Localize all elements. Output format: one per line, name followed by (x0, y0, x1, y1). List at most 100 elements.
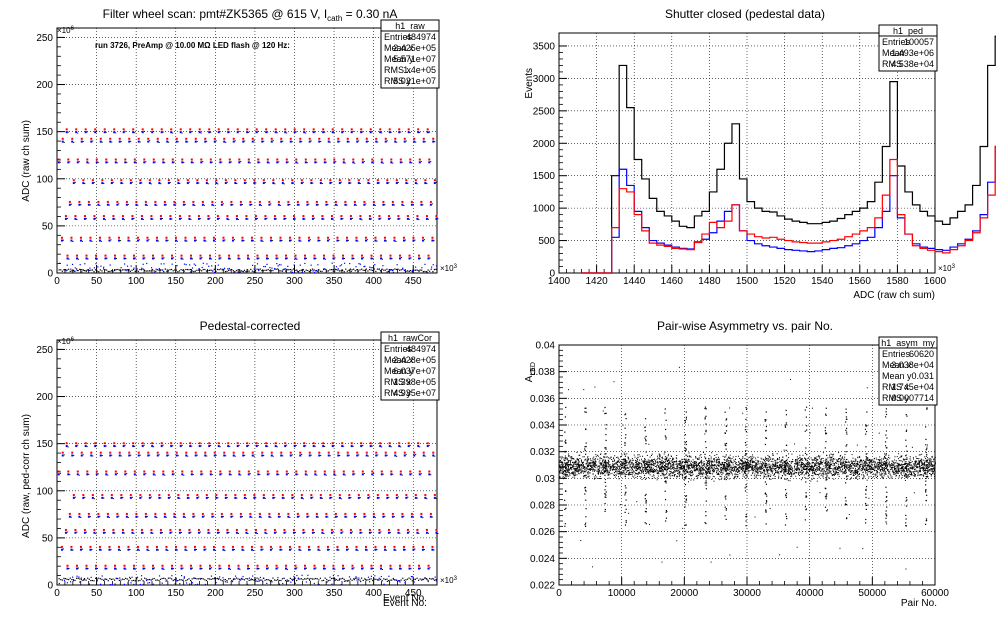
rawCor-point (92, 455, 94, 457)
rawCor-point (279, 545, 282, 548)
asym-point (884, 467, 886, 469)
raw-point (352, 161, 355, 164)
rawCor-point (281, 494, 284, 497)
raw-point (285, 161, 288, 164)
asym-point (898, 469, 900, 471)
rawCor-point (255, 497, 257, 499)
raw-point (307, 236, 310, 239)
rawCor-point (220, 512, 223, 515)
rawCor-point (335, 474, 337, 476)
asym-point (894, 462, 896, 464)
raw-point (231, 268, 233, 271)
raw-point (174, 269, 176, 271)
rawCor-point (135, 474, 137, 476)
asym-point (692, 473, 694, 475)
raw-point (334, 268, 336, 270)
asym-point (798, 464, 800, 466)
raw-point (188, 217, 191, 220)
asym-point (874, 475, 876, 477)
raw-point (67, 131, 69, 133)
rawCor-point (246, 442, 249, 445)
rawCor-xtick-label: 250 (247, 588, 264, 599)
rawCor-point (171, 470, 174, 473)
asym-point (748, 464, 750, 466)
rawCor-point (80, 517, 82, 519)
rawCor-point (99, 454, 102, 457)
rawCor-point (245, 497, 247, 499)
raw-point (368, 268, 371, 271)
rawCor-point (256, 564, 259, 567)
rawCor-point (276, 446, 278, 448)
raw-point (380, 161, 383, 164)
ped-xtick-label: 1480 (698, 276, 721, 287)
asym-point (641, 468, 643, 470)
raw-point (140, 215, 143, 218)
asym-point (662, 466, 664, 468)
asym-point (704, 465, 706, 467)
asym-point (579, 454, 581, 456)
rawCor-point (201, 512, 204, 515)
raw-point (361, 254, 363, 257)
raw-point (435, 215, 438, 218)
asym-point (695, 456, 697, 458)
raw-point (114, 257, 116, 260)
raw-point (203, 236, 206, 239)
asym-point (647, 466, 649, 468)
asym-point (727, 457, 729, 459)
rawCor-point (408, 564, 411, 567)
raw-point (180, 257, 183, 260)
raw-point (349, 262, 351, 265)
raw-point (191, 131, 193, 133)
asym-point (699, 469, 701, 471)
asym-point (879, 459, 881, 461)
asym-point (817, 461, 819, 463)
raw-point (241, 236, 244, 239)
rawCor-point (116, 512, 119, 515)
rawCor-point (114, 470, 117, 473)
raw-point (161, 254, 164, 257)
raw-point (264, 265, 266, 268)
raw-point (370, 267, 372, 269)
asym-point (662, 474, 664, 476)
raw-point (313, 217, 315, 219)
asym-point (776, 463, 778, 465)
ped-series-1 (581, 145, 996, 274)
raw-point (314, 158, 317, 161)
asym-point (688, 467, 690, 469)
asym-point (933, 467, 935, 469)
asym-point (705, 471, 707, 473)
raw-point (273, 215, 276, 218)
raw-point (276, 158, 279, 161)
rawCor-point (150, 579, 152, 581)
asym-point (908, 469, 910, 471)
rawCor-point (432, 454, 435, 457)
rawCor-point (427, 580, 429, 583)
rawCor-point (237, 567, 240, 570)
raw-point (138, 239, 140, 241)
asym-point (871, 460, 873, 462)
raw-point (281, 182, 284, 185)
raw-point (289, 268, 291, 271)
rawCor-point (305, 567, 307, 569)
rawCor-point (72, 576, 74, 578)
asym-point (707, 460, 709, 462)
ped-xtick-label: 1520 (773, 276, 796, 287)
raw-point (192, 162, 194, 164)
rawCor-point (162, 444, 164, 446)
raw-point (228, 158, 231, 161)
asym-point (927, 464, 929, 466)
rawCor-point (310, 577, 312, 580)
raw-point (150, 183, 152, 185)
asym-point (636, 465, 638, 467)
asym-point (820, 474, 822, 476)
rawCor-point (72, 494, 75, 497)
raw-point (132, 128, 135, 131)
asym-point (566, 474, 568, 476)
raw-point (100, 265, 102, 267)
rawCor-point (329, 496, 332, 499)
asym-point (727, 466, 729, 468)
asym-point (753, 465, 755, 467)
raw-point (106, 203, 109, 206)
raw-point (183, 263, 186, 265)
rawCor-point (352, 470, 355, 473)
